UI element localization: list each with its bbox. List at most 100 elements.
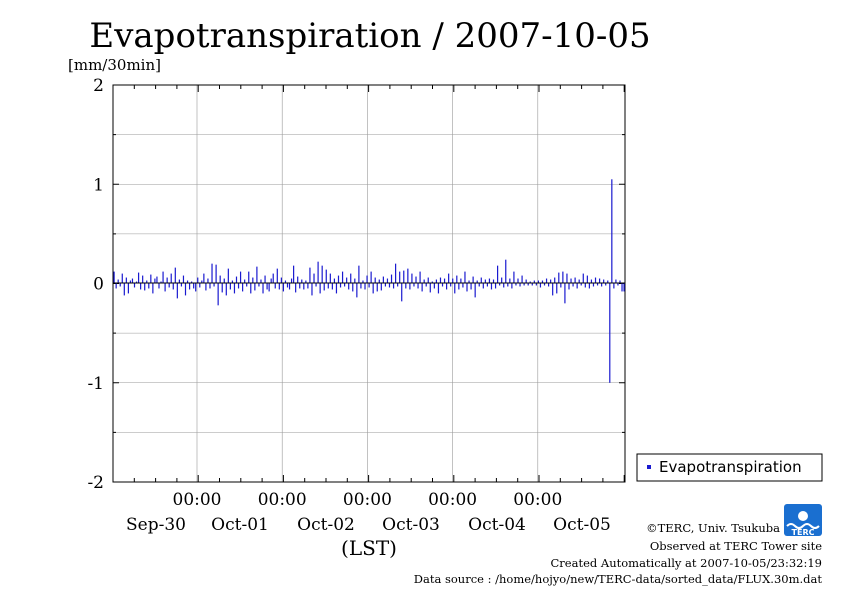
bar bbox=[560, 283, 562, 288]
bar bbox=[421, 283, 423, 292]
bar bbox=[594, 277, 597, 284]
bar bbox=[252, 277, 254, 284]
bar bbox=[541, 280, 544, 284]
bar bbox=[513, 271, 515, 284]
bar bbox=[182, 275, 185, 284]
bar bbox=[507, 283, 509, 287]
bar bbox=[142, 275, 144, 284]
bar bbox=[270, 278, 272, 284]
bar bbox=[425, 283, 427, 287]
bar bbox=[582, 273, 584, 284]
bar bbox=[429, 283, 431, 293]
bar bbox=[503, 283, 505, 288]
bar bbox=[350, 273, 352, 284]
bar bbox=[321, 265, 323, 284]
bar bbox=[603, 279, 605, 284]
bar bbox=[423, 279, 425, 284]
legend: Evapotranspiration bbox=[636, 453, 823, 482]
bar bbox=[317, 261, 319, 284]
bar bbox=[484, 279, 486, 284]
x-time-label: 00:00 bbox=[173, 490, 222, 510]
bar bbox=[613, 283, 615, 289]
bar bbox=[395, 263, 397, 284]
bar bbox=[323, 283, 325, 291]
bar bbox=[601, 283, 603, 287]
bar bbox=[401, 283, 403, 302]
bar bbox=[623, 283, 625, 292]
bar bbox=[280, 277, 282, 284]
legend-label: Evapotranspiration bbox=[659, 458, 802, 476]
bar bbox=[301, 279, 303, 284]
bar bbox=[413, 283, 415, 287]
bar bbox=[339, 283, 342, 288]
bar bbox=[123, 283, 125, 296]
bar bbox=[476, 280, 478, 284]
bar bbox=[344, 283, 346, 287]
bar bbox=[462, 283, 464, 288]
bar bbox=[521, 275, 523, 284]
bar bbox=[266, 283, 268, 290]
footer-copyright: ©TERC, Univ. Tsukuba bbox=[646, 521, 780, 535]
bar bbox=[360, 283, 362, 289]
bar bbox=[454, 283, 456, 294]
bar bbox=[217, 283, 219, 306]
bar bbox=[511, 283, 513, 289]
bar bbox=[609, 283, 611, 383]
bar bbox=[117, 279, 119, 284]
bar bbox=[556, 283, 558, 294]
bar bbox=[333, 278, 336, 284]
bar bbox=[174, 267, 176, 284]
bar bbox=[156, 276, 158, 284]
bar bbox=[325, 269, 327, 284]
bar bbox=[256, 266, 258, 284]
bar bbox=[311, 283, 313, 296]
bar bbox=[254, 283, 256, 291]
bar bbox=[523, 283, 525, 286]
bar bbox=[225, 283, 227, 296]
bar bbox=[346, 277, 348, 284]
bar bbox=[443, 278, 446, 284]
bar bbox=[605, 283, 607, 286]
bar bbox=[615, 279, 617, 284]
bar bbox=[488, 278, 491, 284]
x-time-label: 00:00 bbox=[343, 490, 392, 510]
bar bbox=[390, 274, 393, 284]
y-tick-label: -1 bbox=[87, 374, 104, 394]
bar bbox=[335, 283, 338, 294]
legend-box bbox=[636, 453, 823, 482]
bar bbox=[341, 271, 344, 284]
bar bbox=[327, 283, 329, 289]
bar bbox=[288, 283, 291, 290]
bar bbox=[570, 278, 572, 284]
bar bbox=[550, 279, 552, 284]
terc-logo: TERC bbox=[784, 504, 822, 537]
bar bbox=[378, 279, 380, 284]
bar bbox=[596, 283, 599, 286]
bar bbox=[497, 265, 499, 284]
bar bbox=[386, 278, 389, 284]
bar bbox=[248, 271, 250, 284]
bar bbox=[370, 271, 372, 284]
bar bbox=[545, 278, 548, 284]
footer-source: Data source : /home/hojyo/new/TERC-data/… bbox=[414, 572, 823, 586]
bar bbox=[148, 283, 150, 289]
bar bbox=[295, 283, 297, 293]
bar bbox=[305, 280, 307, 284]
logo-wave bbox=[786, 523, 820, 529]
bar bbox=[205, 283, 207, 291]
bar bbox=[195, 283, 197, 292]
bar bbox=[246, 283, 248, 287]
bar bbox=[492, 279, 495, 284]
bar bbox=[197, 277, 199, 284]
bar bbox=[611, 179, 613, 284]
bar bbox=[219, 275, 221, 284]
y-tick-label: 1 bbox=[93, 175, 104, 195]
bar bbox=[207, 278, 209, 284]
bar bbox=[119, 283, 121, 287]
bar bbox=[221, 283, 223, 293]
bar bbox=[268, 283, 270, 292]
bar bbox=[264, 275, 266, 284]
x-time-label: 00:00 bbox=[258, 490, 307, 510]
bar bbox=[229, 283, 231, 290]
bar bbox=[168, 283, 170, 288]
